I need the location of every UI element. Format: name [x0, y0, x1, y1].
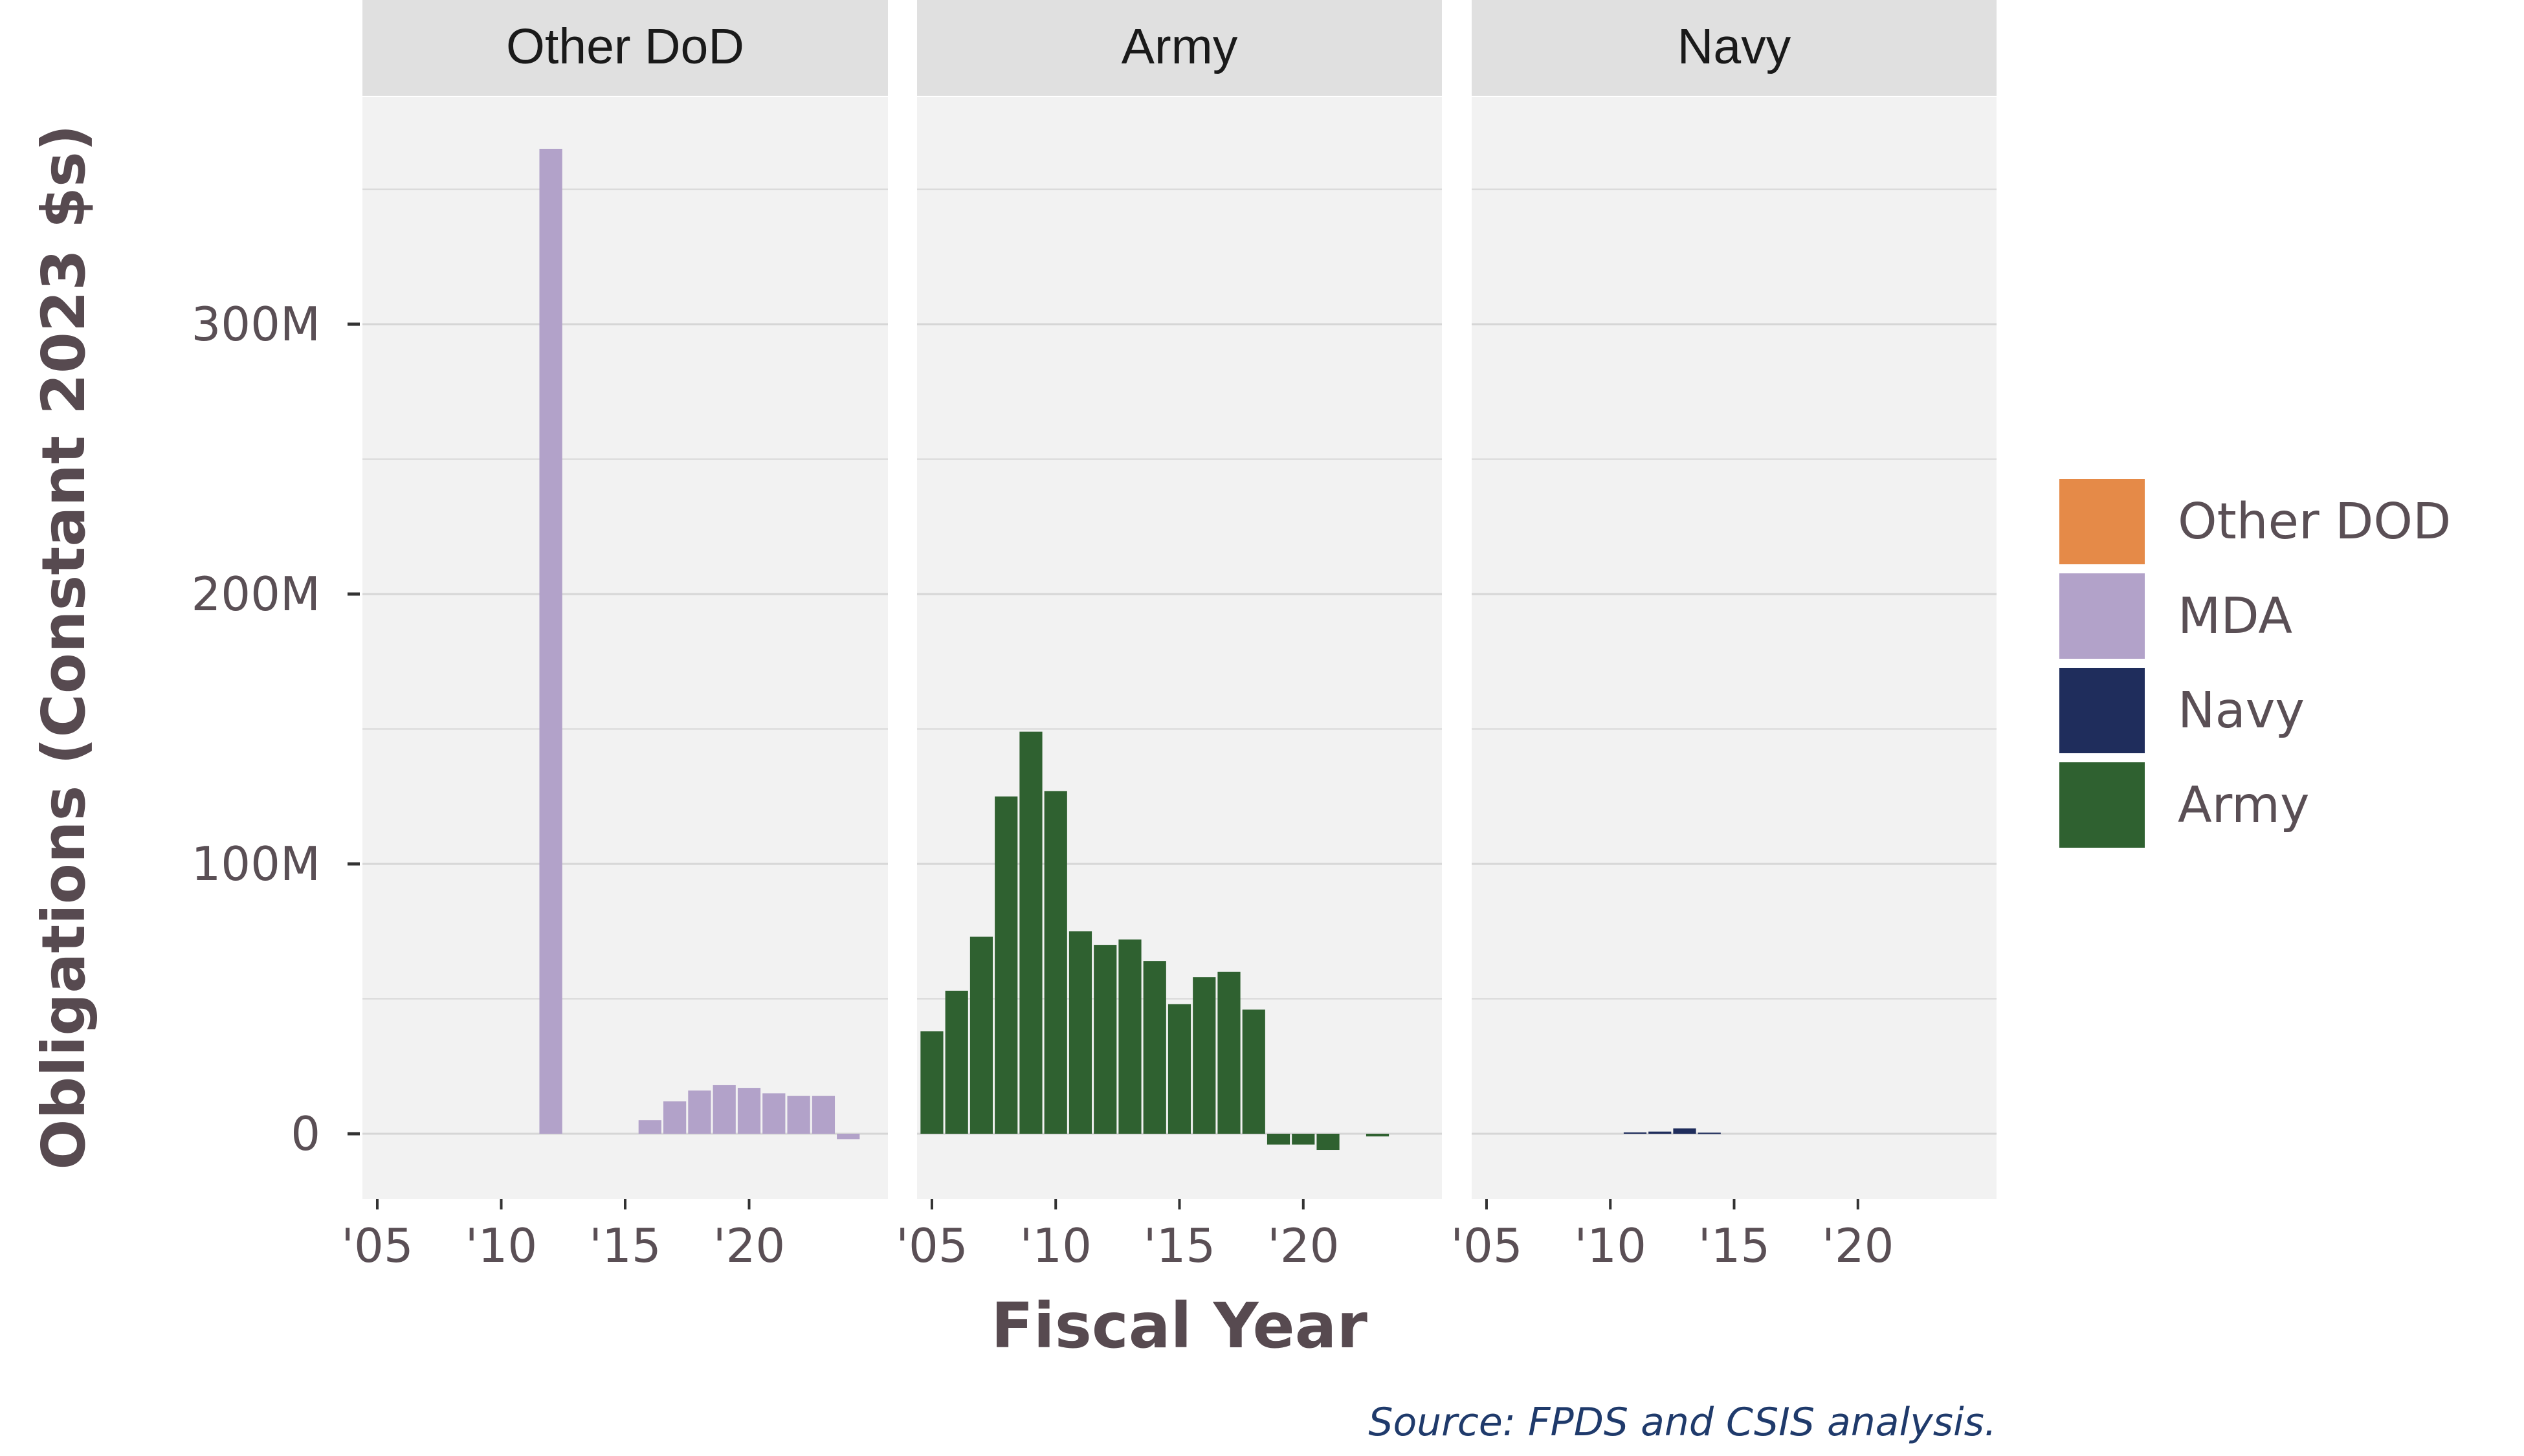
bar: [1673, 1128, 1696, 1134]
bar: [737, 1088, 761, 1134]
legend-label: MDA: [2178, 588, 2292, 645]
panel-background: [1472, 97, 1997, 1199]
facet-title: Other DoD: [506, 19, 744, 74]
bar: [1168, 1004, 1191, 1134]
legend-label: Other DOD: [2178, 493, 2451, 551]
facet-title: Navy: [1677, 19, 1791, 74]
facet-strip: [917, 0, 1442, 96]
bar: [1068, 931, 1092, 1134]
bar: [995, 796, 1018, 1134]
x-tick-label: '10: [1020, 1219, 1092, 1273]
legend-key: [2057, 571, 2147, 661]
y-tick-label: 0: [291, 1107, 320, 1161]
legend-key: [2057, 665, 2147, 756]
bar: [688, 1090, 711, 1134]
bar: [1623, 1132, 1647, 1134]
bar: [1316, 1134, 1340, 1151]
bar: [539, 148, 562, 1134]
legend-label: Navy: [2178, 682, 2305, 740]
bar: [1217, 971, 1241, 1134]
legend-key: [2057, 760, 2147, 850]
bar: [1193, 977, 1216, 1134]
x-tick-label: '15: [589, 1219, 661, 1273]
x-tick-label: '20: [1267, 1219, 1339, 1273]
y-axis-title: Obligations (Constant 2023 $s): [29, 124, 98, 1170]
x-tick-label: '15: [1698, 1219, 1770, 1273]
panel-background: [362, 97, 888, 1199]
x-tick-label: '05: [896, 1219, 968, 1273]
legend-label: Army: [2178, 777, 2310, 834]
bar: [1698, 1132, 1721, 1134]
x-tick-label: '10: [465, 1219, 537, 1273]
bar: [1094, 945, 1117, 1134]
bar: [945, 990, 968, 1134]
bar: [638, 1120, 661, 1134]
x-axis-title: Fiscal Year: [991, 1290, 1367, 1362]
bar: [713, 1085, 736, 1134]
x-tick-label: '05: [1450, 1219, 1522, 1273]
x-tick-label: '15: [1144, 1219, 1215, 1273]
facet-strip: [362, 0, 888, 96]
bar: [837, 1134, 860, 1140]
x-tick-label: '20: [1822, 1219, 1894, 1273]
facet-title: Army: [1122, 19, 1238, 74]
source-note: Source: FPDS and CSIS analysis.: [1368, 1400, 1997, 1445]
bar: [1267, 1134, 1290, 1145]
y-tick-label: 300M: [191, 297, 320, 351]
bar: [787, 1096, 810, 1134]
y-tick-label: 100M: [191, 837, 320, 891]
bar: [762, 1093, 786, 1134]
x-tick-label: '05: [341, 1219, 413, 1273]
bar: [1143, 961, 1166, 1134]
bar: [1366, 1134, 1389, 1137]
bar: [1242, 1009, 1265, 1134]
y-tick-label: 200M: [191, 567, 320, 621]
facet-strip: [1472, 0, 1997, 96]
bar: [1044, 791, 1067, 1134]
x-tick-label: '10: [1575, 1219, 1646, 1273]
bar: [1019, 731, 1043, 1134]
bar: [1118, 939, 1142, 1134]
bar: [1648, 1131, 1672, 1134]
bar: [920, 1031, 944, 1134]
x-tick-label: '20: [713, 1219, 785, 1273]
bar: [1292, 1134, 1315, 1145]
legend-key: [2057, 476, 2147, 567]
bar: [969, 936, 993, 1134]
bar: [663, 1101, 687, 1134]
bar: [812, 1096, 836, 1134]
